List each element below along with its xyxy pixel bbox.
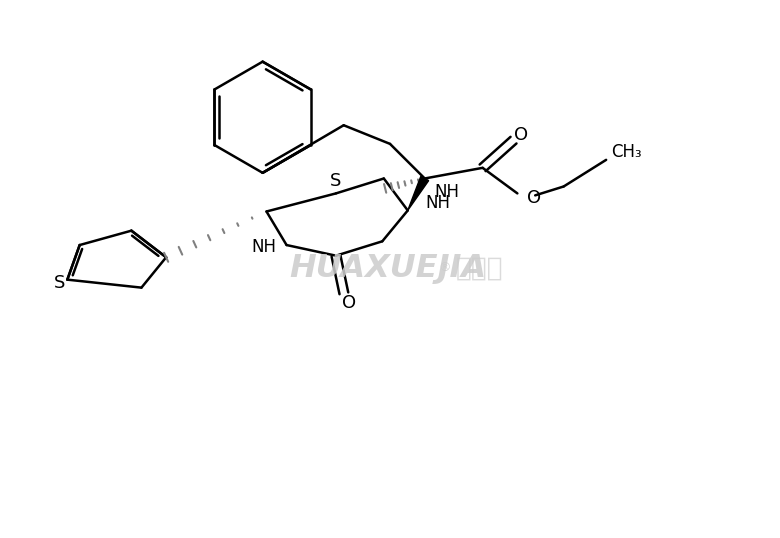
Text: S: S [330,172,342,189]
Text: ®: ® [438,261,450,274]
Text: O: O [527,189,541,207]
Text: NH: NH [426,194,451,211]
Text: CH₃: CH₃ [611,143,642,161]
Text: O: O [514,126,529,144]
Text: NH: NH [252,238,277,256]
Text: 化学加: 化学加 [456,256,503,282]
Text: NH: NH [434,183,459,201]
Text: O: O [342,294,356,312]
Text: S: S [54,274,65,292]
Text: HUAXUEJIA: HUAXUEJIA [289,253,487,285]
Polygon shape [408,176,429,210]
